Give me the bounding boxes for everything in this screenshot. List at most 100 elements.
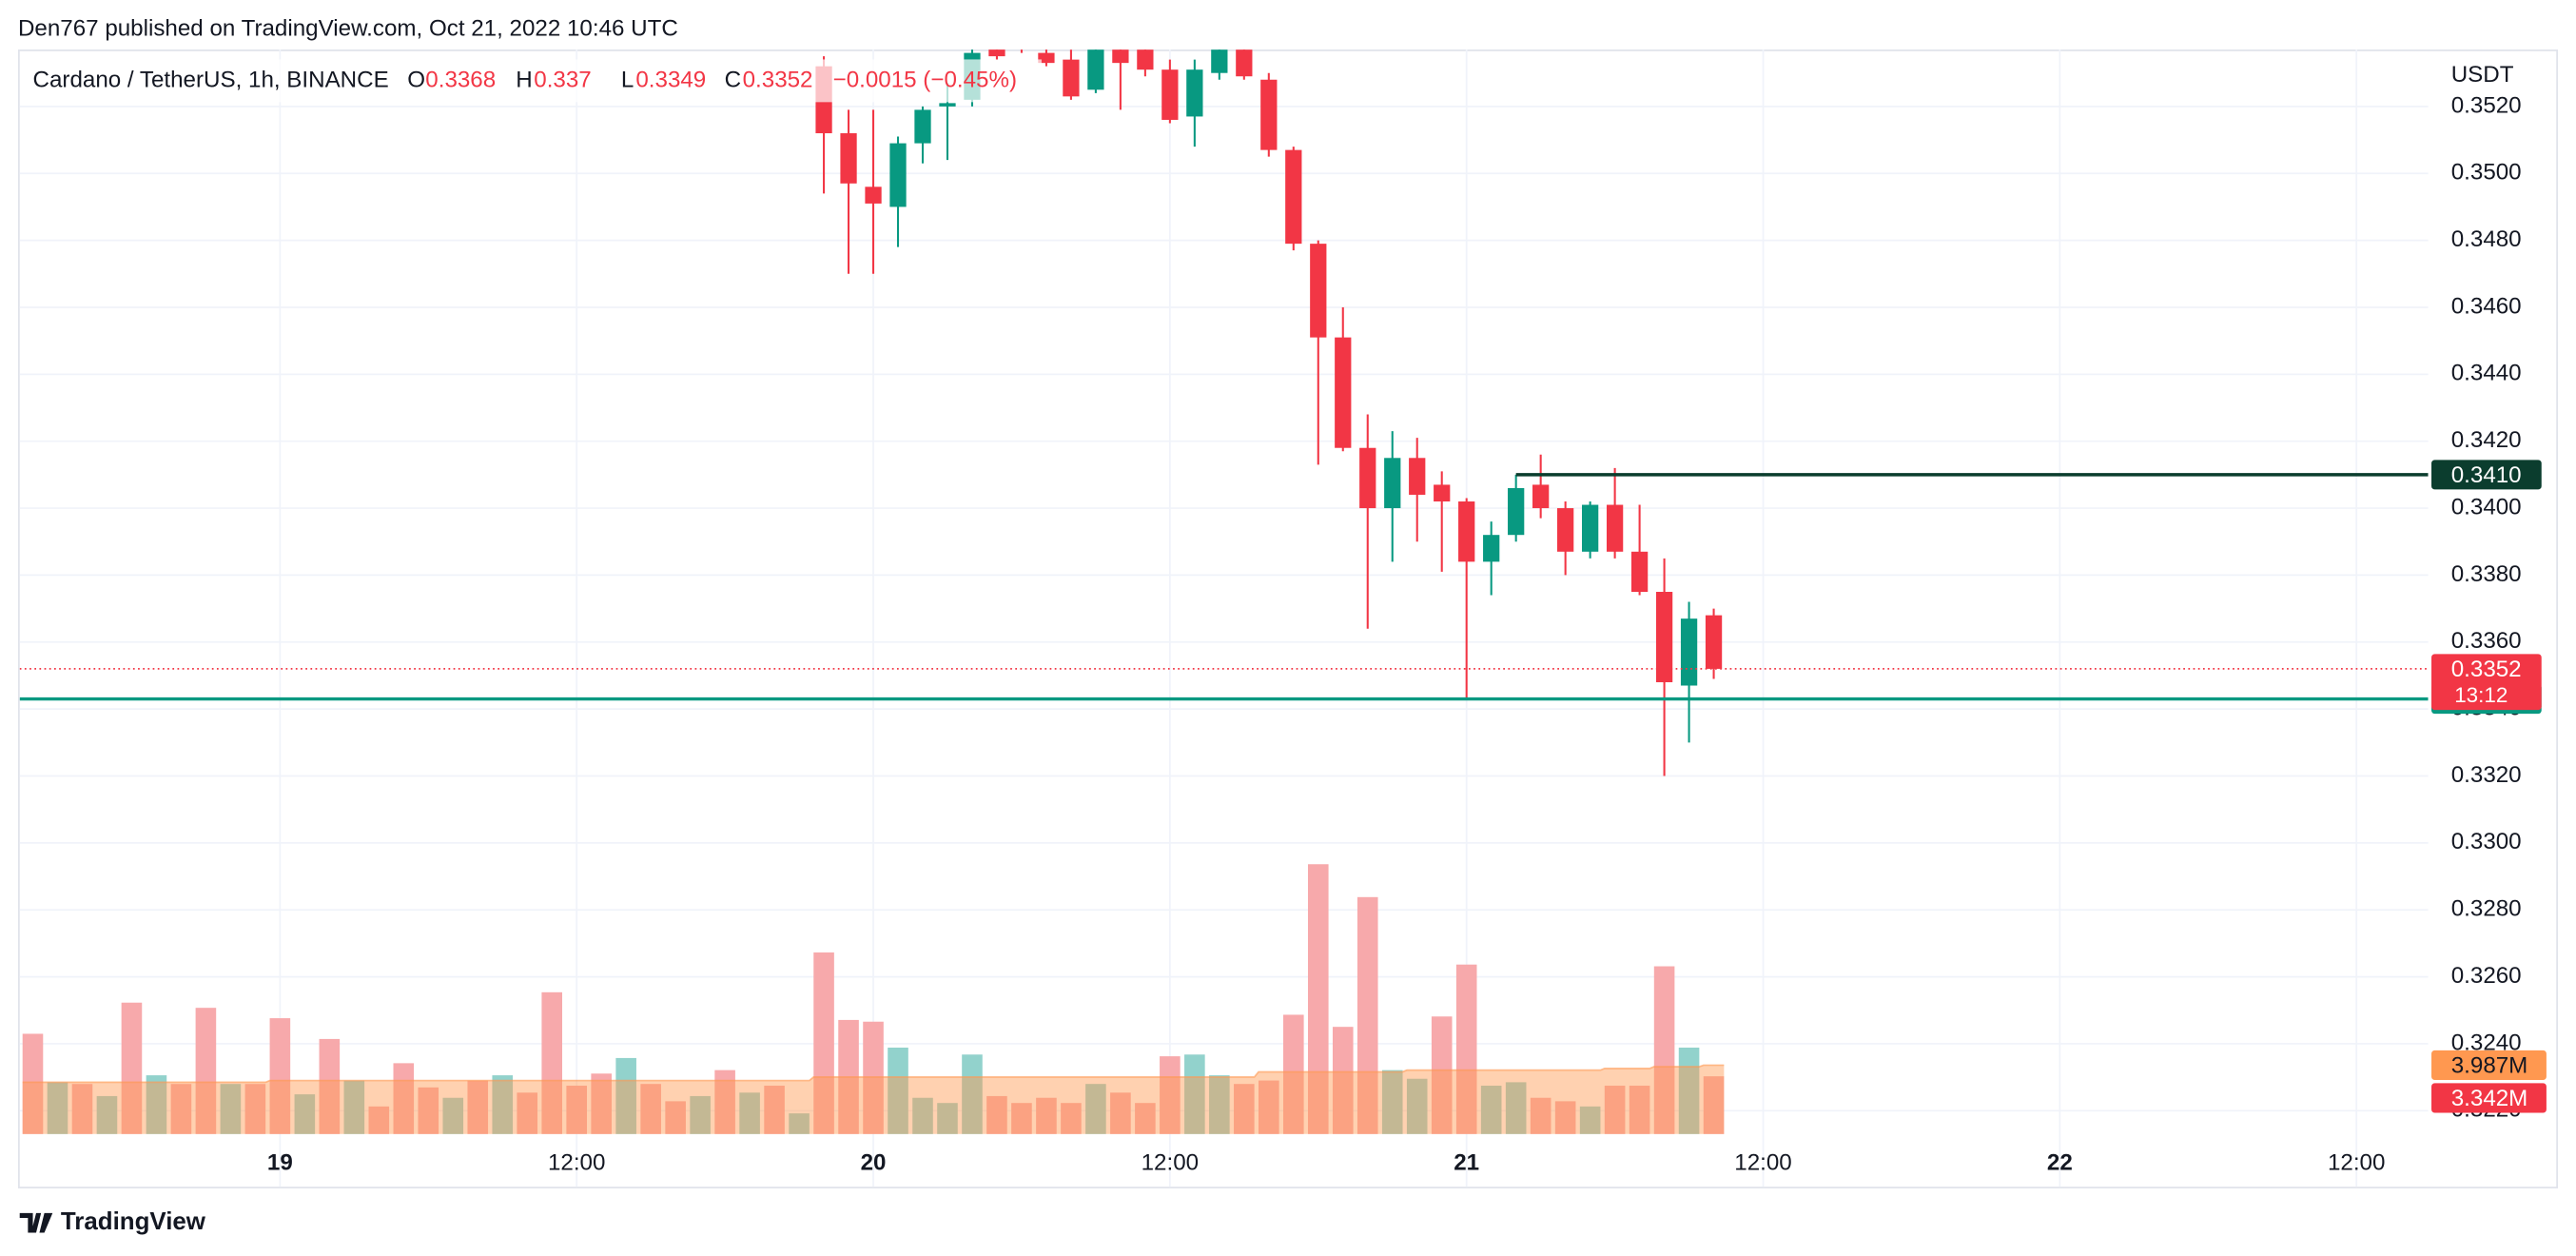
frame: [17, 49, 2559, 1188]
volume-bar: [1653, 966, 1675, 1134]
volume-bar: [368, 1106, 390, 1134]
candle-body: [1581, 504, 1599, 552]
volume-bar: [294, 1094, 316, 1134]
volume-bar: [863, 1021, 884, 1134]
volume-bar: [591, 1073, 612, 1134]
logo: TradingView: [19, 1208, 206, 1235]
volume-bar: [1629, 1086, 1650, 1134]
level-label: 0.3410: [2451, 462, 2522, 488]
volume-bar: [1283, 1014, 1304, 1134]
volume-box: [2431, 1083, 2547, 1113]
brand: TradingView: [61, 1208, 206, 1235]
volume-bar: [1209, 1075, 1230, 1134]
y-tick-label: 0.3500: [2451, 160, 2522, 186]
y-tick-label: 0.3480: [2451, 226, 2522, 252]
grid: [19, 49, 2429, 1187]
ohlc-value: 0.3352: [743, 67, 813, 92]
volume-bar: [121, 1002, 143, 1134]
volume-bar: [1579, 1106, 1601, 1134]
x-tick-label: 12:00: [2328, 1149, 2385, 1175]
x-tick-label: 20: [861, 1149, 887, 1175]
volume-bar: [789, 1113, 810, 1134]
volume-bar: [319, 1038, 341, 1134]
volume-bar: [888, 1048, 908, 1134]
y-tick-label: 0.3320: [2451, 762, 2522, 788]
volume-bar: [1110, 1092, 1131, 1134]
candle-body: [1532, 484, 1550, 509]
volume-bar: [1332, 1027, 1354, 1134]
candle-body: [1335, 337, 1352, 448]
ohlc-value: 0.337: [534, 67, 591, 92]
y-tick-label: 0.3300: [2451, 829, 2522, 854]
candle-body: [1655, 592, 1673, 682]
y-tick-label: 0.3280: [2451, 896, 2522, 922]
volume-bar: [962, 1054, 983, 1134]
volume-bar: [96, 1095, 118, 1134]
volume-bar: [1036, 1097, 1057, 1134]
volume-bar: [195, 1008, 217, 1134]
x-tick-label: 12:00: [1734, 1149, 1791, 1175]
candle-body: [1038, 52, 1055, 64]
volume-bar: [1085, 1084, 1106, 1134]
candle-body: [1508, 487, 1525, 536]
volume-bar: [492, 1075, 514, 1134]
last-price-box: [2431, 654, 2542, 711]
volume-bar: [640, 1084, 661, 1134]
x-tick-label: 12:00: [1142, 1149, 1199, 1175]
volume-bar: [22, 1033, 44, 1134]
volume-bar: [1505, 1082, 1527, 1134]
volume-bar: [541, 991, 563, 1134]
axes: 0.32200.32400.32600.32800.33000.33200.33…: [267, 92, 2547, 1175]
volume-bar: [1356, 896, 1378, 1134]
candle-body: [1483, 535, 1500, 562]
y-tick-label: 0.3420: [2451, 427, 2522, 453]
volume-bar: [1061, 1103, 1082, 1134]
candle-body: [988, 49, 1005, 57]
candle-body: [1310, 244, 1327, 338]
volume-bar: [764, 1086, 785, 1134]
volume-bar: [1259, 1080, 1279, 1134]
volume-bar: [1307, 864, 1329, 1134]
volume-bar: [244, 1084, 266, 1134]
candle-body: [1630, 551, 1649, 593]
volume-bar: [912, 1097, 933, 1134]
ohlc-letter: O: [407, 67, 425, 92]
y-tick-label: 0.3360: [2451, 628, 2522, 654]
publisher: Den767 published on TradingView.com, Oct…: [18, 16, 678, 42]
logo-icon: [19, 1212, 53, 1233]
candle-body: [914, 109, 931, 144]
volume-bar: [1554, 1101, 1576, 1134]
volume-bar: [467, 1080, 489, 1134]
volume-bar: [1184, 1054, 1205, 1134]
volume-bar: [343, 1080, 365, 1134]
y-tick-label: 0.3520: [2451, 92, 2522, 118]
volume-pane: [22, 864, 1725, 1134]
volume-bar: [615, 1057, 636, 1134]
y-tick-label: 0.3460: [2451, 293, 2522, 319]
volume-ma-area: [22, 1065, 1725, 1134]
candle-body: [1211, 49, 1228, 73]
candle-body: [1112, 49, 1129, 64]
volume-bar: [442, 1097, 464, 1134]
volume-ma-box: [2431, 1050, 2547, 1080]
x-tick-label: 19: [267, 1149, 293, 1175]
volume-bar: [739, 1092, 760, 1134]
volume-ma-line: [22, 1064, 1725, 1084]
candle-body: [1680, 618, 1698, 686]
candle-body: [1458, 501, 1475, 562]
volume-bar: [690, 1095, 711, 1134]
candle-body: [1236, 49, 1253, 77]
level-label-box: [2431, 460, 2542, 490]
volume-bar: [813, 952, 834, 1134]
volume-bar: [1703, 1076, 1725, 1134]
candle-body: [1087, 49, 1104, 90]
volume-bar: [170, 1084, 192, 1134]
volume-bar: [1135, 1103, 1156, 1134]
volume-bar: [665, 1101, 686, 1134]
ohlc-value: 0.3349: [635, 67, 706, 92]
y-tick-label: 0.3400: [2451, 494, 2522, 520]
y-tick-label: 0.3440: [2451, 361, 2522, 386]
volume-bar: [1431, 1016, 1453, 1134]
candle-body: [889, 143, 907, 207]
